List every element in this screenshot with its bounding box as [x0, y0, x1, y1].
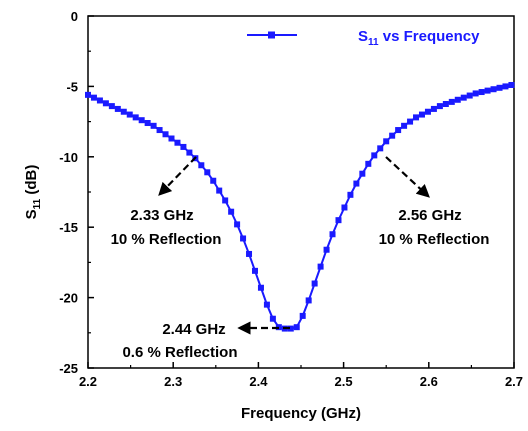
- data-point-marker: [90, 94, 97, 101]
- y-tick-label: -10: [59, 150, 78, 165]
- data-point-marker: [269, 315, 276, 322]
- data-point-marker: [186, 149, 193, 156]
- data-point-marker: [263, 301, 270, 308]
- data-point-marker: [210, 177, 217, 184]
- data-point-marker: [466, 92, 473, 99]
- data-point-marker: [359, 170, 366, 177]
- data-point-marker: [496, 84, 503, 91]
- data-point-marker: [418, 111, 425, 118]
- data-point-marker: [234, 221, 241, 228]
- y-axis-ticks: 0 -5 -10 -15 -20 -25: [59, 9, 94, 376]
- data-point-marker: [436, 103, 443, 110]
- x-axis-title: Frequency (GHz): [241, 405, 361, 422]
- data-point-marker: [347, 191, 354, 198]
- x-tick-label: 2.7: [505, 374, 523, 389]
- data-point-marker: [377, 145, 384, 152]
- data-point-marker: [108, 103, 115, 110]
- data-point-marker: [240, 235, 247, 242]
- data-point-marker: [407, 118, 414, 125]
- data-point-marker: [317, 263, 324, 270]
- data-point-marker: [305, 297, 312, 304]
- data-point-marker: [222, 197, 229, 204]
- data-point-marker: [204, 169, 211, 176]
- data-point-marker: [102, 100, 109, 107]
- annotation-left-line1: 2.33 GHz: [130, 207, 193, 224]
- data-point-marker: [401, 122, 408, 129]
- annotation-min-line1: 2.44 GHz: [162, 321, 225, 338]
- data-point-marker: [246, 250, 253, 257]
- annotation-left-line2: 10 % Reflection: [111, 231, 222, 248]
- data-point-marker: [120, 108, 127, 115]
- data-point-marker: [329, 231, 336, 238]
- data-point-marker: [144, 120, 151, 127]
- y-tick-label: -25: [59, 361, 78, 376]
- legend-label: S11 vs Frequency: [358, 28, 480, 48]
- data-point-marker: [335, 217, 342, 224]
- data-point-marker: [383, 138, 390, 145]
- data-point-marker: [454, 96, 461, 103]
- annotation-min-line2: 0.6 % Reflection: [122, 344, 237, 361]
- data-point-marker: [341, 204, 348, 211]
- x-tick-label: 2.2: [79, 374, 97, 389]
- data-point-marker: [216, 187, 223, 194]
- data-point-marker: [490, 86, 497, 93]
- y-tick-label: -15: [59, 220, 78, 235]
- data-point-marker: [323, 246, 330, 253]
- data-point-marker: [395, 127, 402, 134]
- data-point-marker: [257, 284, 264, 291]
- data-point-marker: [114, 105, 121, 112]
- data-point-marker: [460, 94, 467, 101]
- data-point-marker: [508, 81, 515, 88]
- annotation-arrow-left: [158, 156, 197, 196]
- data-point-marker: [126, 111, 133, 118]
- data-point-marker: [430, 105, 437, 112]
- data-point-marker: [353, 180, 360, 187]
- data-point-marker: [198, 162, 205, 169]
- data-point-marker: [156, 127, 163, 134]
- data-point-marker: [371, 152, 378, 159]
- data-point-marker: [365, 160, 372, 167]
- data-point-marker: [472, 90, 479, 97]
- data-point-marker: [389, 132, 396, 139]
- data-point-marker: [96, 97, 103, 104]
- data-point-marker: [162, 131, 169, 138]
- data-point-marker: [138, 117, 145, 124]
- data-point-marker: [413, 114, 420, 121]
- data-point-marker: [424, 108, 431, 115]
- y-tick-label: -20: [59, 291, 78, 306]
- legend: S11 vs Frequency: [247, 28, 480, 48]
- x-tick-label: 2.5: [335, 374, 353, 389]
- x-tick-label: 2.6: [420, 374, 438, 389]
- data-point-marker: [287, 325, 294, 332]
- data-point-marker: [150, 122, 157, 129]
- data-point-marker: [180, 143, 187, 150]
- annotation-arrow-right: [385, 156, 430, 198]
- data-point-marker: [442, 101, 449, 107]
- data-point-marker: [168, 135, 175, 142]
- data-point-marker: [228, 208, 235, 215]
- data-point-marker: [502, 83, 509, 90]
- data-point-marker: [484, 87, 491, 94]
- x-axis-ticks: 2.2 2.3 2.4 2.5 2.6 2.7: [79, 362, 523, 389]
- data-point-marker: [311, 280, 318, 287]
- annotation-right-line1: 2.56 GHz: [398, 207, 461, 224]
- y-tick-label: 0: [71, 9, 78, 24]
- data-point-marker: [85, 91, 91, 98]
- annotation-right-line2: 10 % Reflection: [379, 231, 490, 248]
- data-point-marker: [174, 139, 181, 146]
- x-tick-label: 2.4: [249, 374, 268, 389]
- legend-marker-sample: [268, 31, 275, 39]
- data-point-marker: [132, 114, 139, 121]
- y-tick-label: -5: [66, 79, 78, 94]
- x-tick-label: 2.3: [164, 374, 182, 389]
- y-axis-title: S11 (dB): [23, 165, 43, 220]
- data-point-marker: [478, 89, 485, 96]
- data-point-marker: [251, 267, 258, 274]
- data-point-marker: [448, 98, 455, 105]
- data-point-marker: [299, 312, 306, 319]
- data-point-marker: [293, 324, 300, 331]
